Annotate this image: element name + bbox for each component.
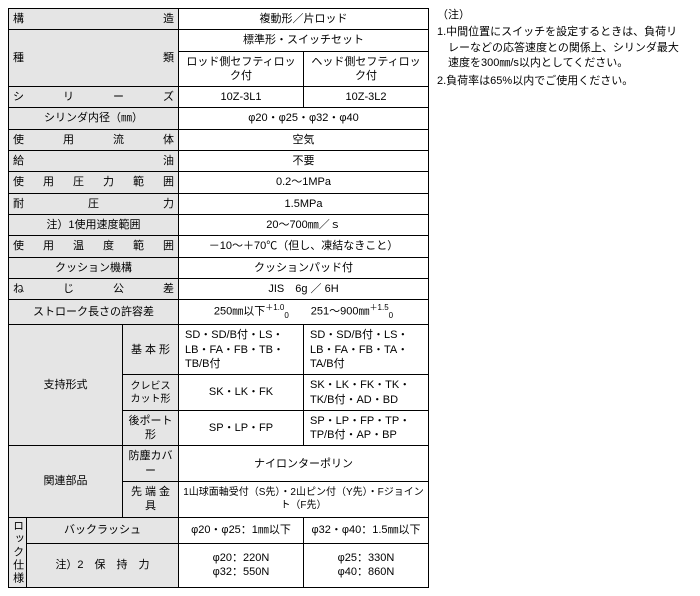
row-pressure-label: 使 用 圧 力 範 囲 [9, 172, 179, 193]
row-cushion-label: クッション機構 [9, 257, 179, 278]
spec-table: 構 造 複動形／片ロッド 種 類 標準形・スイッチセット ロッド側セフティロック… [8, 8, 429, 588]
row-pressure-value: 0.2～1MPa [179, 172, 429, 193]
note-2: 2.負荷率は65%以内でご使用ください。 [437, 74, 685, 89]
row-stroketol-label: ストローク長さの許容差 [9, 300, 179, 325]
note-1: 1.中間位置にスイッチを設定するときは、負荷リレーなどの応答速度との関係上、シリ… [437, 25, 685, 71]
lock-backlash-v1: φ20・φ25：1㎜以下 [179, 517, 304, 543]
row-type-label: 種 類 [9, 30, 179, 87]
row-structure-value: 複動形／片ロッド [179, 9, 429, 30]
lock-backlash-v2: φ32・φ40：1.5㎜以下 [304, 517, 429, 543]
mount-basic-v2: SD・SD/B付・LS・LB・FA・FB・TA・TA/B付 [304, 325, 429, 375]
parts-cover-label: 防塵カバー [123, 446, 179, 482]
mount-clevis-v2: SK・LK・FK・TK・TK/B付・AD・BD [304, 375, 429, 411]
row-type-value: 標準形・スイッチセット [179, 30, 429, 51]
row-temp-value: －10～＋70℃（但し、凍結なきこと） [179, 236, 429, 257]
row-fluid-label: 使 用 流 体 [9, 129, 179, 150]
mount-basic-v1: SD・SD/B付・LS・LB・FA・FB・TB・TB/B付 [179, 325, 304, 375]
parts-tip-label: 先 端 金 具 [123, 482, 179, 518]
notes-block: （注） 1.中間位置にスイッチを設定するときは、負荷リレーなどの応答速度との関係… [437, 8, 685, 91]
mount-clevis-label: クレビスカット形 [123, 375, 179, 411]
row-speed-value: 20～700㎜／ｓ [179, 214, 429, 235]
row-series-label: シ リ ー ズ [9, 87, 179, 108]
parts-group-label: 関連部品 [9, 446, 123, 517]
row-cushion-value: クッションパッド付 [179, 257, 429, 278]
row-thread-value: JIS 6g ／ 6H [179, 278, 429, 299]
mount-basic-label: 基 本 形 [123, 325, 179, 375]
lock-group-label: ロック仕様 [9, 517, 27, 587]
series-v2: 10Z-3L2 [304, 87, 429, 108]
notes-head: （注） [437, 8, 685, 23]
lock-backlash-label: バックラッシュ [27, 517, 179, 543]
row-temp-label: 使 用 温 度 範 囲 [9, 236, 179, 257]
row-fluid-value: 空気 [179, 129, 429, 150]
lock-hold-label: 注）2 保 持 力 [27, 543, 179, 587]
row-bore-label: シリンダ内径（㎜） [9, 108, 179, 129]
type-sub1: ロッド側セフティロック付 [179, 51, 304, 87]
row-stroketol-value: 250㎜以下＋1.00 251～900㎜＋1.50 [179, 300, 429, 325]
row-proof-value: 1.5MPa [179, 193, 429, 214]
lock-hold-v2: φ25：330N φ40：860N [304, 543, 429, 587]
mount-group-label: 支持形式 [9, 325, 123, 446]
mount-rear-label: 後ポート形 [123, 410, 179, 446]
row-structure-label: 構 造 [9, 9, 179, 30]
parts-tip-value: 1山球面軸受付（S先）・2山ピン付（Y先）・Fジョイント（F先） [179, 482, 429, 518]
series-v1: 10Z-3L1 [179, 87, 304, 108]
row-lube-label: 給 油 [9, 151, 179, 172]
mount-clevis-v1: SK・LK・FK [179, 375, 304, 411]
mount-rear-v2: SP・LP・FP・TP・TP/B付・AP・BP [304, 410, 429, 446]
row-proof-label: 耐 圧 力 [9, 193, 179, 214]
row-thread-label: ね じ 公 差 [9, 278, 179, 299]
row-lube-value: 不要 [179, 151, 429, 172]
type-sub2: ヘッド側セフティロック付 [304, 51, 429, 87]
lock-hold-v1: φ20：220N φ32：550N [179, 543, 304, 587]
row-speed-label: 注）1使用速度範囲 [9, 214, 179, 235]
row-bore-value: φ20・φ25・φ32・φ40 [179, 108, 429, 129]
parts-cover-value: ナイロンターポリン [179, 446, 429, 482]
mount-rear-v1: SP・LP・FP [179, 410, 304, 446]
